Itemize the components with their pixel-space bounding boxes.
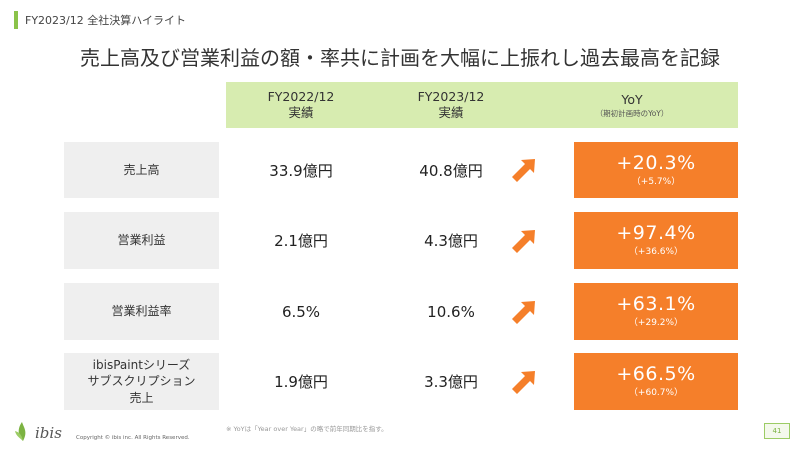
column-header-yoy-title: YoY — [621, 91, 643, 107]
column-header-fy2022-year: FY2022/12 — [267, 89, 335, 105]
cell-operating-margin-fy2022: 6.5% — [281, 302, 321, 321]
page-number: 41 — [764, 423, 790, 439]
column-header-yoy-subtitle: （期初計画時のYoY） — [595, 109, 669, 119]
brand-logo: ibis — [14, 420, 62, 446]
column-header-fy2023-type: 実績 — [438, 105, 464, 120]
yoy-operating-margin-value: +63.1% — [616, 293, 696, 316]
footnote: ※ YoYは「Year over Year」の略で前年同期比を指す。 — [226, 425, 388, 433]
yoy-box-operating-profit: +97.4% （+36.6%） — [574, 212, 738, 269]
cell-subscription-sales-fy2023: 3.3億円 — [424, 373, 478, 391]
row-label-operating-margin: 営業利益率 — [64, 283, 219, 340]
row-label-subscription-sales: ibisPaintシリーズ サブスクリプション 売上 — [64, 353, 219, 410]
yoy-subscription-sales-value: +66.5% — [616, 363, 696, 386]
row-label-operating-profit: 営業利益 — [64, 212, 219, 269]
cell-subscription-sales-fy2022: 1.9億円 — [274, 373, 328, 391]
leaf-icon — [14, 420, 32, 446]
yoy-sales-plan: （+5.7%） — [631, 176, 681, 187]
section-marker — [14, 11, 18, 29]
yoy-operating-profit-plan: （+36.6%） — [628, 247, 684, 258]
yoy-box-operating-margin: +63.1% （+29.2%） — [574, 283, 738, 340]
section-label: FY2023/12 全社決算ハイライト — [25, 14, 187, 27]
cell-sales-fy2023: 40.8億円 — [419, 161, 483, 180]
column-header-fy2023: FY2023/12 実績 — [376, 82, 526, 128]
yoy-operating-profit-value: +97.4% — [616, 222, 696, 245]
arrow-up-right-icon — [508, 366, 540, 398]
column-header-yoy: YoY （期初計画時のYoY） — [526, 82, 738, 128]
arrow-up-right-icon — [508, 154, 540, 186]
column-header-fy2022: FY2022/12 実績 — [226, 82, 376, 128]
arrow-up-right-icon — [508, 225, 540, 257]
cell-operating-profit-fy2023: 4.3億円 — [424, 232, 478, 250]
cell-operating-margin-fy2023: 10.6% — [427, 302, 475, 321]
yoy-subscription-sales-plan: （+60.7%） — [628, 388, 684, 399]
yoy-sales-value: +20.3% — [616, 151, 696, 174]
arrow-up-right-icon — [508, 296, 540, 328]
row-label-sales: 売上高 — [64, 142, 219, 198]
column-header-fy2022-type: 実績 — [288, 105, 314, 120]
cell-sales-fy2022: 33.9億円 — [269, 161, 333, 180]
page-headline: 売上高及び営業利益の額・率共に計画を大幅に上振れし過去最高を記録 — [80, 46, 720, 70]
yoy-box-subscription-sales: +66.5% （+60.7%） — [574, 353, 738, 410]
copyright: Copyright © ibis inc. All Rights Reserve… — [76, 435, 190, 441]
cell-operating-profit-fy2022: 2.1億円 — [274, 232, 328, 250]
column-header-fy2023-year: FY2023/12 — [417, 89, 485, 105]
yoy-operating-margin-plan: （+29.2%） — [628, 318, 684, 329]
logo-text: ibis — [35, 424, 62, 442]
yoy-box-sales: +20.3% （+5.7%） — [574, 142, 738, 198]
